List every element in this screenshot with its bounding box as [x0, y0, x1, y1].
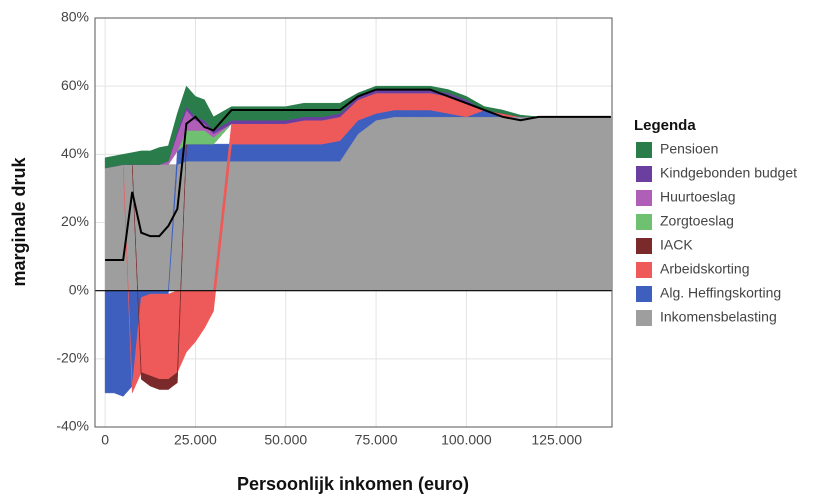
x-tick-label: 125.000 — [531, 432, 582, 448]
y-tick-label: -20% — [56, 350, 89, 366]
y-tick-label: -40% — [56, 418, 89, 434]
legend-label: Alg. Heffingskorting — [660, 285, 781, 301]
line — [105, 88, 611, 261]
y-tick-label: 60% — [61, 77, 89, 93]
x-tick-label: 100.000 — [441, 432, 492, 448]
legend-label: Zorgtoeslag — [660, 213, 734, 229]
legend-swatch — [636, 190, 652, 206]
legend-swatch — [636, 310, 652, 326]
legend-label: Inkomensbelasting — [660, 309, 777, 325]
y-tick-label: 40% — [61, 145, 89, 161]
y-tick-label: 20% — [61, 213, 89, 229]
x-tick-label: 0 — [101, 432, 109, 448]
plot-border — [94, 17, 613, 428]
x-tick-label: 50.000 — [264, 432, 307, 448]
legend-title: Legenda — [634, 117, 696, 134]
x-tick-label: 25.000 — [174, 432, 217, 448]
y-tick-label: 80% — [61, 9, 89, 25]
legend-swatch — [636, 142, 652, 158]
legend-label: Arbeidskorting — [660, 261, 750, 277]
legend-label: IACK — [660, 237, 693, 253]
legend-swatch — [636, 286, 652, 302]
x-tick-label: 75.000 — [355, 432, 398, 448]
y-tick-label: 0% — [69, 281, 89, 297]
legend-swatch — [636, 238, 652, 254]
legend-swatch — [636, 214, 652, 230]
legend-label: Kindgebonden budget — [660, 165, 797, 181]
legend-label: Huurtoeslag — [660, 189, 736, 205]
x-axis-label: Persoonlijk inkomen (euro) — [237, 474, 469, 494]
legend-swatch — [636, 166, 652, 182]
y-axis-label: marginale druk — [9, 156, 29, 286]
legend-label: Pensioen — [660, 141, 718, 157]
legend-swatch — [636, 262, 652, 278]
